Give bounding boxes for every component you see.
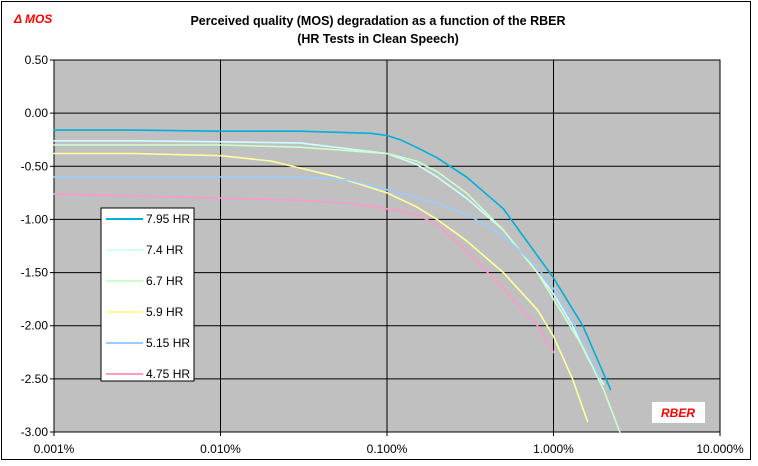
series-line [53, 140, 605, 386]
legend-label: 4.75 HR [146, 367, 190, 381]
y-tick-label: -1.00 [21, 212, 49, 226]
series-lines [53, 129, 621, 433]
series-line [53, 144, 621, 433]
x-tick-label: 10.000% [696, 442, 744, 456]
axes: 0.50 0.00 -0.50 -1.00 -1.50 -2.00 -2.50 -3.00 0.… [21, 53, 744, 456]
legend-label: 5.15 HR [146, 336, 190, 350]
series-line [53, 193, 555, 354]
x-tick-label: 1.000% [533, 442, 574, 456]
chart-subtitle: (HR Tests in Clean Speech) [297, 32, 459, 46]
legend-label: 5.9 HR [146, 305, 184, 319]
y-tick-label: -2.00 [21, 319, 49, 333]
legend-label: 7.95 HR [146, 212, 190, 226]
y-tick-label: -3.00 [21, 425, 49, 439]
y-tick-label: -2.50 [21, 372, 49, 386]
chart-title: Perceived quality (MOS) degradation as a… [190, 14, 565, 28]
y-tick-label: -0.50 [21, 159, 49, 173]
legend: 7.95 HR 7.4 HR 6.7 HR 5.9 HR 5.15 HR 4.75 HR [100, 207, 195, 382]
y-tick-label: 0.50 [25, 53, 49, 67]
legend-box [100, 207, 195, 382]
x-axis-label: RBER [661, 406, 695, 420]
x-tick-label: 0.001% [34, 442, 75, 456]
y-tick-label: 0.00 [25, 106, 49, 120]
x-tick-label: 0.010% [200, 442, 241, 456]
series-line [53, 152, 589, 423]
series-line [53, 129, 612, 391]
y-tick-label: -1.50 [21, 266, 49, 280]
y-axis-label: Δ MOS [13, 12, 52, 26]
series-line [53, 176, 601, 380]
legend-label: 6.7 HR [146, 274, 184, 288]
x-axis-label-box [652, 402, 705, 423]
x-tick-label: 0.100% [367, 442, 408, 456]
legend-label: 7.4 HR [146, 243, 184, 257]
